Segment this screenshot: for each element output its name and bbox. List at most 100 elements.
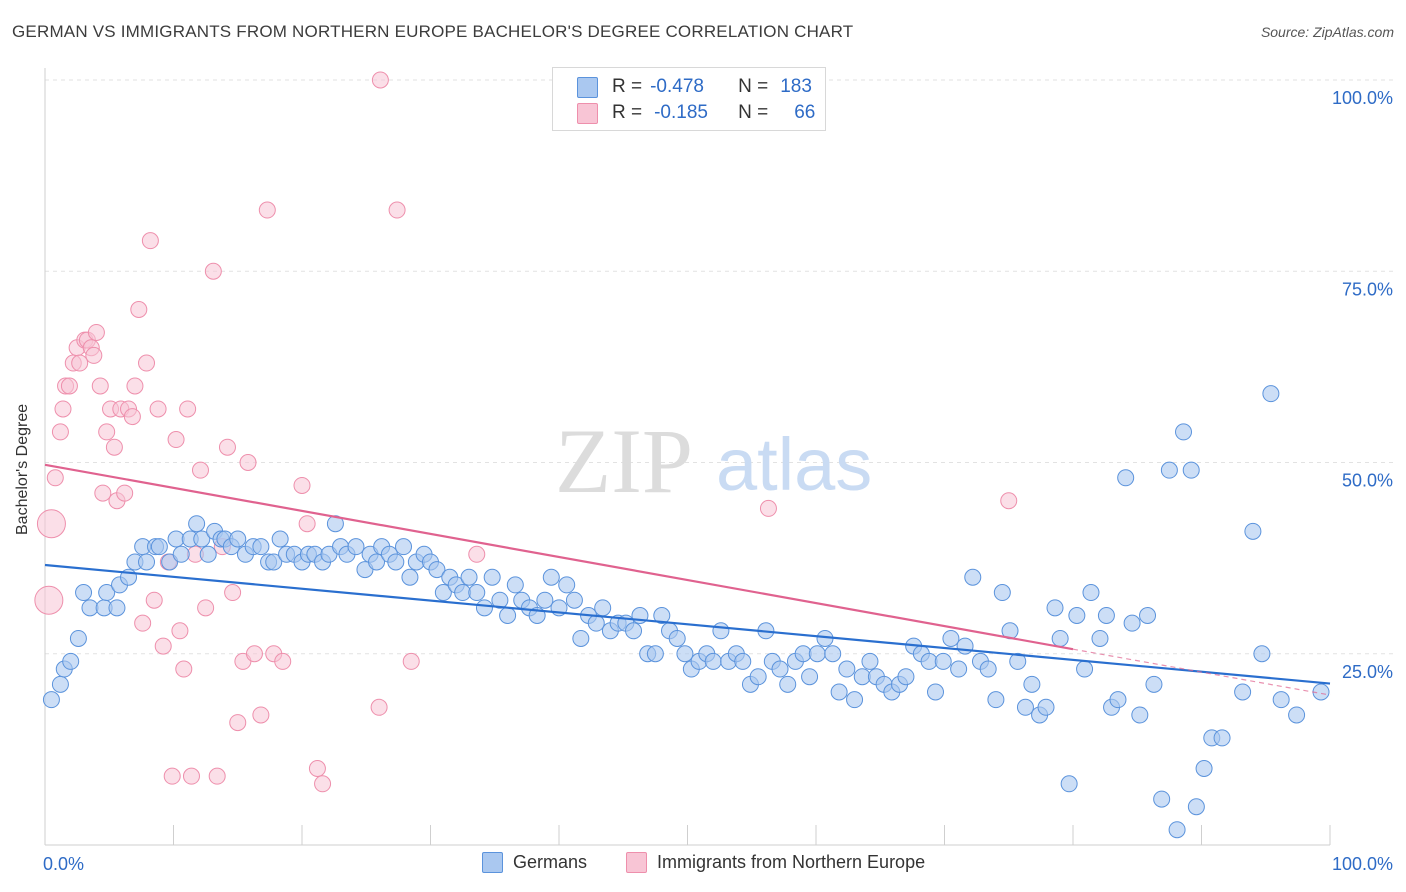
axes <box>44 68 1331 846</box>
german-point <box>1023 675 1041 693</box>
legend-row-immigrants: R = -0.185 N = 66 <box>553 101 815 125</box>
y-tick-label-2: 75.0% <box>1342 279 1393 299</box>
german-point <box>861 652 879 670</box>
german-point <box>188 515 206 533</box>
german-point <box>846 691 864 709</box>
immigrant-point <box>36 509 66 539</box>
immigrant-point <box>46 469 64 487</box>
german-point <box>565 591 583 609</box>
immigrant-point <box>274 652 292 670</box>
immigrant-point <box>87 323 105 341</box>
german-point <box>1068 607 1086 624</box>
german-point <box>625 622 643 640</box>
german-point <box>172 545 190 563</box>
german-point <box>1091 629 1109 647</box>
immigrant-point <box>370 698 388 716</box>
german-point <box>838 660 856 678</box>
german-point <box>368 553 386 571</box>
german-point <box>1131 706 1149 724</box>
german-point <box>108 599 126 617</box>
chart-title: GERMAN VS IMMIGRANTS FROM NORTHERN EUROP… <box>12 22 854 41</box>
german-point <box>401 568 419 586</box>
german-point <box>1187 798 1205 816</box>
immigrant-point <box>94 484 112 502</box>
german-point <box>594 599 612 617</box>
immigrant-n-value: 66 <box>794 102 816 123</box>
immigrant-point <box>51 423 69 441</box>
immigrant-point <box>145 591 163 609</box>
german-point <box>1244 522 1262 540</box>
immigrant-point <box>252 706 270 724</box>
immigrant-point <box>298 515 316 533</box>
german-point <box>499 607 517 624</box>
german-point <box>653 607 671 624</box>
gridlines <box>45 79 1393 655</box>
german-point <box>950 660 968 678</box>
german-point <box>326 515 344 533</box>
german-point <box>252 538 270 556</box>
german-point <box>199 545 217 563</box>
german-point <box>1082 584 1100 602</box>
german-point <box>395 538 413 556</box>
german-point <box>193 530 211 548</box>
immigrant-point <box>175 660 193 678</box>
german-point <box>1160 461 1178 479</box>
series-legend: Germans Immigrants from Northern Europe <box>0 852 1406 878</box>
watermark-atlas: atlas <box>716 423 872 506</box>
immigrant-point <box>149 400 167 418</box>
german-point <box>1153 790 1171 808</box>
source-attribution: Source: ZipAtlas.com <box>1260 24 1394 40</box>
y-tick-label-1: 50.0% <box>1342 471 1393 491</box>
immigrant-point <box>182 767 200 785</box>
german-trend-line <box>44 563 1331 685</box>
german-point <box>1272 691 1290 709</box>
german-point <box>676 645 694 663</box>
germans-swatch <box>482 852 503 873</box>
german-point <box>428 561 446 579</box>
immigrant-n-label: N = <box>738 102 769 123</box>
legend-item-immigrants: Immigrants from Northern Europe <box>626 852 925 873</box>
german-point <box>1262 385 1280 403</box>
immigrant-point <box>91 377 109 395</box>
german-points <box>42 385 1330 839</box>
german-point <box>167 530 185 548</box>
german-point <box>749 668 767 686</box>
german-point <box>734 652 752 670</box>
german-point <box>536 591 554 609</box>
german-point <box>934 652 952 670</box>
y-axis-label: Bachelor's Degree <box>14 403 31 535</box>
immigrant-point <box>224 584 242 602</box>
immigrant-point <box>759 499 777 517</box>
tick-labels: 25.0% 50.0% 75.0% 100.0% 0.0% 100.0% <box>43 88 1393 874</box>
immigrant-point <box>130 301 148 318</box>
german-point <box>830 683 848 701</box>
y-tick-label-0: 25.0% <box>1342 662 1393 682</box>
immigrant-point <box>154 637 172 655</box>
watermark: ZIP atlas <box>555 410 872 512</box>
german-point <box>1109 691 1127 709</box>
german-point <box>771 660 789 678</box>
immigrant-point <box>138 354 156 372</box>
german-point <box>1076 660 1094 678</box>
immigrant-point <box>1000 492 1018 510</box>
immigrant-r-value: -0.185 <box>654 102 708 123</box>
german-point <box>1213 729 1231 747</box>
immigrant-swatch <box>577 102 598 124</box>
german-point <box>483 568 501 586</box>
immigrant-point <box>171 622 189 640</box>
y-tick-label-3: 100.0% <box>1332 88 1393 108</box>
immigrant-point <box>402 652 420 670</box>
german-point <box>801 668 819 686</box>
immigrant-point <box>314 775 332 793</box>
german-point <box>150 538 168 556</box>
legend-item-germans: Germans <box>482 852 587 873</box>
german-point <box>1182 461 1200 479</box>
german-point <box>942 629 960 647</box>
german-point <box>1117 469 1135 487</box>
german-point <box>1145 675 1163 693</box>
german-r-value: -0.478 <box>650 76 704 97</box>
german-point <box>808 645 826 663</box>
german-point <box>779 675 797 693</box>
german-point <box>927 683 945 701</box>
